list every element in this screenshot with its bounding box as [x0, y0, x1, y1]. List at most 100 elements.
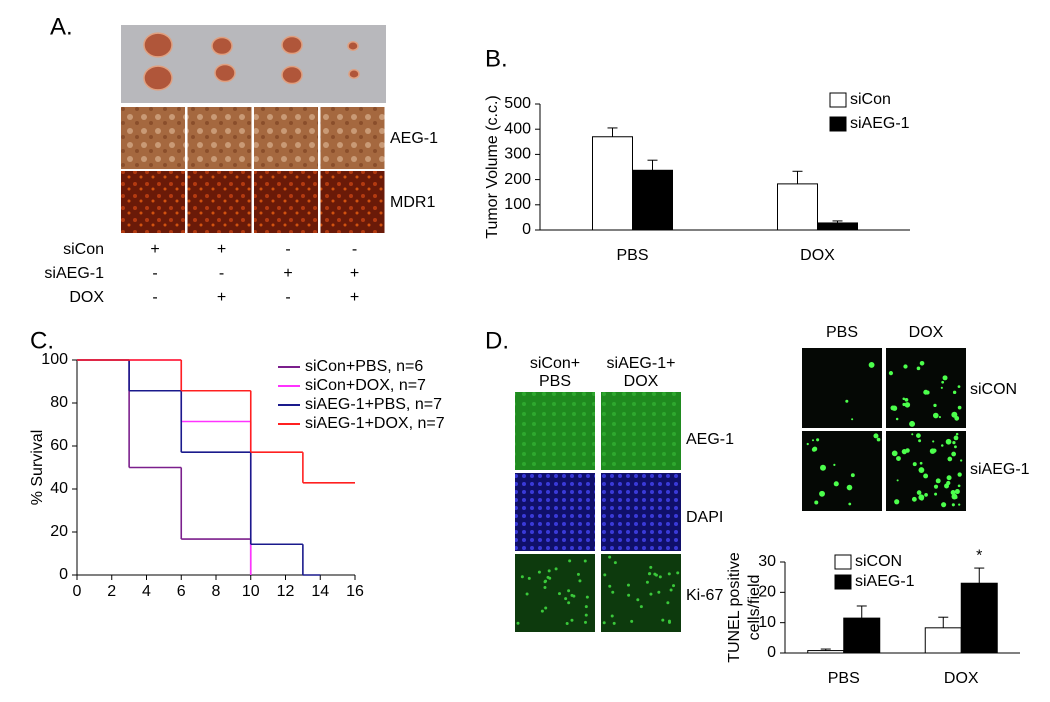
tunel-dot — [894, 499, 900, 505]
tunel-dot — [896, 479, 899, 482]
stain-dot — [626, 583, 630, 587]
x-tick-label: PBS — [828, 670, 860, 687]
y-tick-label: 0 — [767, 644, 776, 661]
stain-dot — [544, 606, 548, 610]
tunel-dot — [933, 403, 937, 408]
ihc-image — [320, 107, 385, 169]
ihc-image — [121, 171, 185, 233]
stain-dot — [537, 570, 541, 574]
tunel-dot — [911, 433, 914, 436]
x-tick-label: 6 — [177, 583, 186, 600]
tunel-dot — [909, 420, 916, 427]
stain-dot — [610, 614, 614, 618]
y-tick-label: 40 — [50, 480, 68, 497]
bar — [632, 169, 673, 231]
column-header: DOX — [624, 373, 659, 390]
legend-label: siAEG-1 — [855, 573, 915, 590]
tunel-dot — [891, 450, 898, 457]
ihc-image — [515, 473, 595, 551]
tunel-dot — [806, 442, 809, 446]
x-tick-label: 8 — [212, 583, 221, 600]
tumor — [211, 36, 233, 56]
tunel-dot — [924, 493, 928, 497]
tunel-dot — [954, 496, 958, 499]
annotation: * — [976, 547, 982, 564]
tunel-dot — [918, 467, 925, 473]
y-axis-label: % Survival — [29, 430, 46, 506]
tunel-dot — [940, 386, 943, 389]
stain-dot — [568, 559, 572, 563]
y-axis-label: cells/field — [746, 575, 763, 641]
bar — [960, 582, 998, 654]
legend-swatch — [829, 116, 847, 132]
legend-swatch — [829, 92, 847, 108]
stain-dot — [603, 573, 607, 577]
tunel-dot — [935, 478, 941, 484]
legend-label: siAEG-1+PBS, n=7 — [305, 396, 442, 413]
legend-swatch — [834, 574, 852, 590]
stain-dot — [564, 597, 568, 601]
stain-dot — [657, 590, 661, 594]
tunel-dot — [905, 448, 910, 453]
stain-dot — [527, 576, 531, 580]
stain-dot — [543, 586, 547, 590]
x-tick-label: DOX — [800, 247, 835, 264]
y-tick-label: 20 — [758, 584, 776, 601]
treatment-sign: + — [350, 289, 359, 306]
tunel-dot — [851, 418, 854, 421]
tunel-dot — [941, 502, 947, 508]
y-tick-label: 200 — [504, 171, 531, 188]
tunel-image — [802, 348, 882, 428]
tunel-dot — [932, 440, 935, 443]
stain-dot — [567, 601, 571, 605]
tunel-dot — [941, 444, 944, 447]
tunel-dot — [911, 496, 917, 502]
treatment-sign: + — [283, 265, 292, 282]
treatment-sign: + — [217, 241, 226, 258]
stain-dot — [584, 613, 588, 617]
tunel-dot — [951, 451, 957, 457]
tunel-dot — [895, 417, 899, 421]
ihc-image — [254, 171, 318, 233]
x-tick-label: 2 — [107, 583, 116, 600]
tunel-dot — [955, 432, 959, 436]
tunel-dot — [891, 405, 898, 411]
y-tick-label: 10 — [758, 614, 776, 631]
stain-dot — [602, 621, 606, 625]
stain-dot — [570, 618, 574, 622]
y-tick-label: 300 — [504, 146, 531, 163]
tunel-dot — [957, 484, 961, 488]
stain-dot — [639, 605, 643, 609]
tunel-dot — [954, 489, 960, 495]
x-tick-label: 10 — [242, 583, 260, 600]
tunel-dot — [846, 484, 853, 491]
stain-dot — [649, 592, 653, 596]
stain-dot — [649, 565, 653, 569]
tumor — [143, 32, 173, 58]
tunel-dot — [923, 473, 929, 479]
tunel-dot — [814, 500, 819, 505]
tunel-dot — [811, 439, 815, 442]
stain-dot — [669, 588, 673, 592]
treatment-sign: - — [285, 241, 290, 258]
row-label: siCON — [970, 381, 1017, 398]
tunel-dot — [916, 433, 921, 438]
stain-dot — [653, 572, 657, 576]
row-label: DAPI — [686, 509, 723, 526]
x-tick-label: 0 — [73, 583, 82, 600]
stain-dot — [557, 592, 561, 596]
panel-label: A. — [50, 13, 73, 40]
tunel-dot — [912, 462, 917, 467]
stain-dot — [572, 594, 576, 598]
treatment-sign: - — [352, 241, 357, 258]
tunel-dot — [903, 364, 908, 369]
tumor — [214, 63, 236, 83]
tumor — [281, 35, 303, 55]
tunel-dot — [873, 433, 879, 439]
tunel-dot — [942, 375, 948, 381]
x-tick-label: 4 — [142, 583, 151, 600]
y-tick-label: 100 — [504, 196, 531, 213]
treatment-label: siAEG-1 — [44, 265, 104, 282]
tunel-dot — [819, 490, 825, 497]
